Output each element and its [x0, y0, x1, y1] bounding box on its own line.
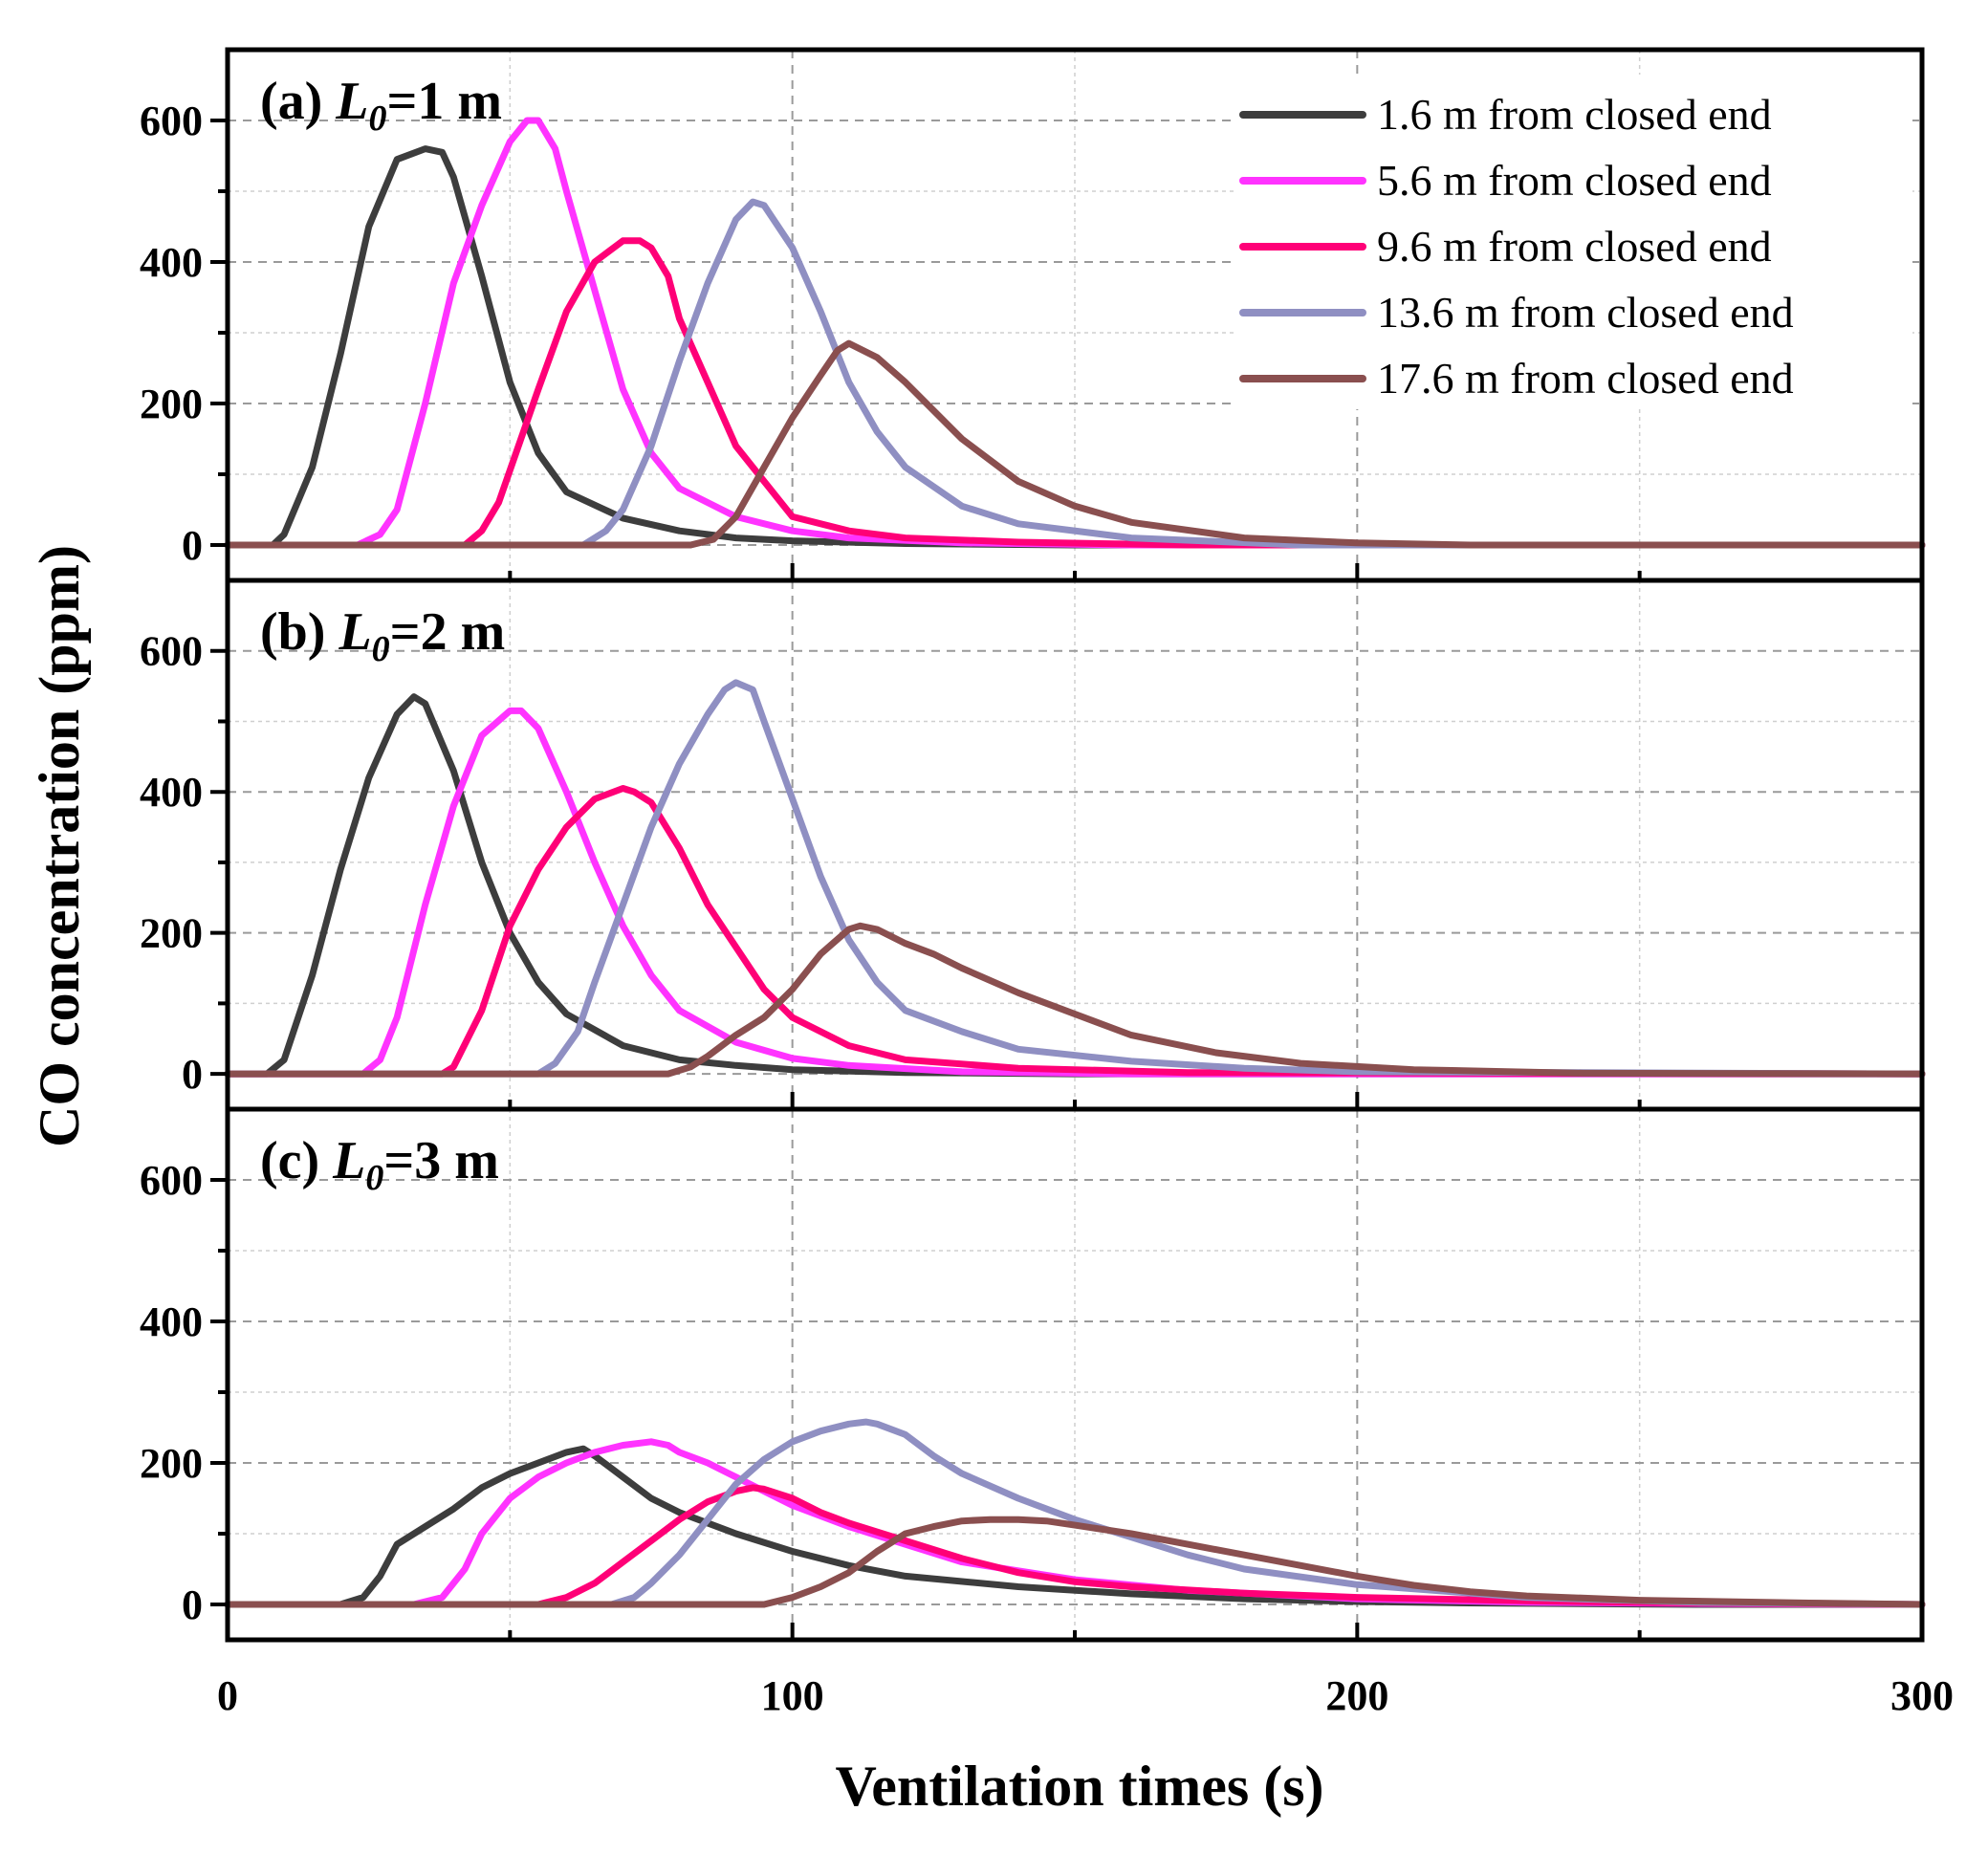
- x-tick-label: 100: [761, 1672, 824, 1719]
- panel-label-prefix: (b): [260, 602, 339, 662]
- y-tick-label: 200: [140, 1440, 203, 1487]
- panel-label-sub: 0: [372, 629, 390, 669]
- y-tick-label: 400: [140, 769, 203, 816]
- x-tick-label: 200: [1325, 1672, 1388, 1719]
- panel-label-suffix: =2 m: [390, 602, 506, 662]
- y-tick-label: 0: [182, 1581, 203, 1628]
- grid-panel-c: [228, 1109, 1922, 1640]
- panel-label-prefix: (a): [260, 72, 336, 131]
- legend: 1.6 m from closed end 5.6 m from closed e…: [1234, 75, 1912, 409]
- legend-label-4: 13.6 m from closed end: [1377, 288, 1794, 337]
- series-line-b-3: [224, 785, 1926, 1078]
- y-tick-label: 200: [140, 381, 203, 427]
- legend-label-1: 1.6 m from closed end: [1377, 90, 1772, 139]
- series-group-c: [224, 1418, 1926, 1608]
- panel-label-var: L: [335, 72, 368, 131]
- series-group-b: [224, 679, 1926, 1078]
- y-axis-title: CO concentration (ppm): [28, 545, 91, 1147]
- series-line-a-3: [224, 237, 1926, 549]
- series-line-b-2: [224, 707, 1926, 1078]
- x-tick-label: 300: [1890, 1672, 1954, 1719]
- y-axis-panel-c: 0 200 400 600: [140, 1157, 1642, 1640]
- y-axis-panel-b: 0 200 400 600: [140, 628, 1642, 1109]
- series-line-a-5: [224, 339, 1926, 549]
- panel-label-sub: 0: [369, 98, 387, 139]
- series-group-a: [224, 117, 1926, 549]
- series-line-c-4: [224, 1418, 1926, 1608]
- series-line-b-4: [224, 679, 1926, 1078]
- y-tick-label: 200: [140, 910, 203, 957]
- series-line-c-5: [224, 1516, 1926, 1608]
- series-line-c-3: [224, 1484, 1926, 1608]
- series-line-b-1: [224, 693, 1926, 1078]
- y-tick-label: 400: [140, 1298, 203, 1345]
- y-axis-panel-a: 0 200 400 600: [140, 98, 1642, 580]
- x-tick-label: 0: [217, 1672, 238, 1719]
- y-tick-label: 0: [182, 1051, 203, 1098]
- y-tick-label: 400: [140, 239, 203, 286]
- legend-label-3: 9.6 m from closed end: [1377, 222, 1772, 271]
- panel-label-suffix: =3 m: [383, 1131, 499, 1190]
- legend-background: [1234, 75, 1912, 409]
- x-axis-title: Ventilation times (s): [835, 1755, 1323, 1818]
- panel-label-b: (b) L0=2 m: [260, 602, 505, 669]
- series-line-a-4: [224, 198, 1926, 549]
- panel-label-var: L: [338, 602, 371, 662]
- panel-label-sub: 0: [365, 1158, 383, 1198]
- panel-label-prefix: (c): [260, 1131, 333, 1190]
- y-tick-label: 600: [140, 98, 203, 144]
- panel-label-var: L: [332, 1131, 365, 1190]
- panel-label-suffix: =1 m: [387, 72, 503, 131]
- series-line-c-1: [224, 1445, 1926, 1608]
- panel-label-a: (a) L0=1 m: [260, 72, 502, 139]
- series-line-a-2: [224, 117, 1926, 549]
- series-line-b-5: [224, 922, 1926, 1078]
- y-tick-label: 600: [140, 628, 203, 675]
- y-tick-label: 0: [182, 522, 203, 569]
- legend-label-2: 5.6 m from closed end: [1377, 156, 1772, 205]
- legend-label-5: 17.6 m from closed end: [1377, 354, 1794, 403]
- panel-label-c: (c) L0=3 m: [260, 1131, 499, 1198]
- y-tick-label: 600: [140, 1157, 203, 1204]
- series-line-a-1: [224, 145, 1926, 549]
- x-axis: 0 100 200 300: [217, 1672, 1954, 1719]
